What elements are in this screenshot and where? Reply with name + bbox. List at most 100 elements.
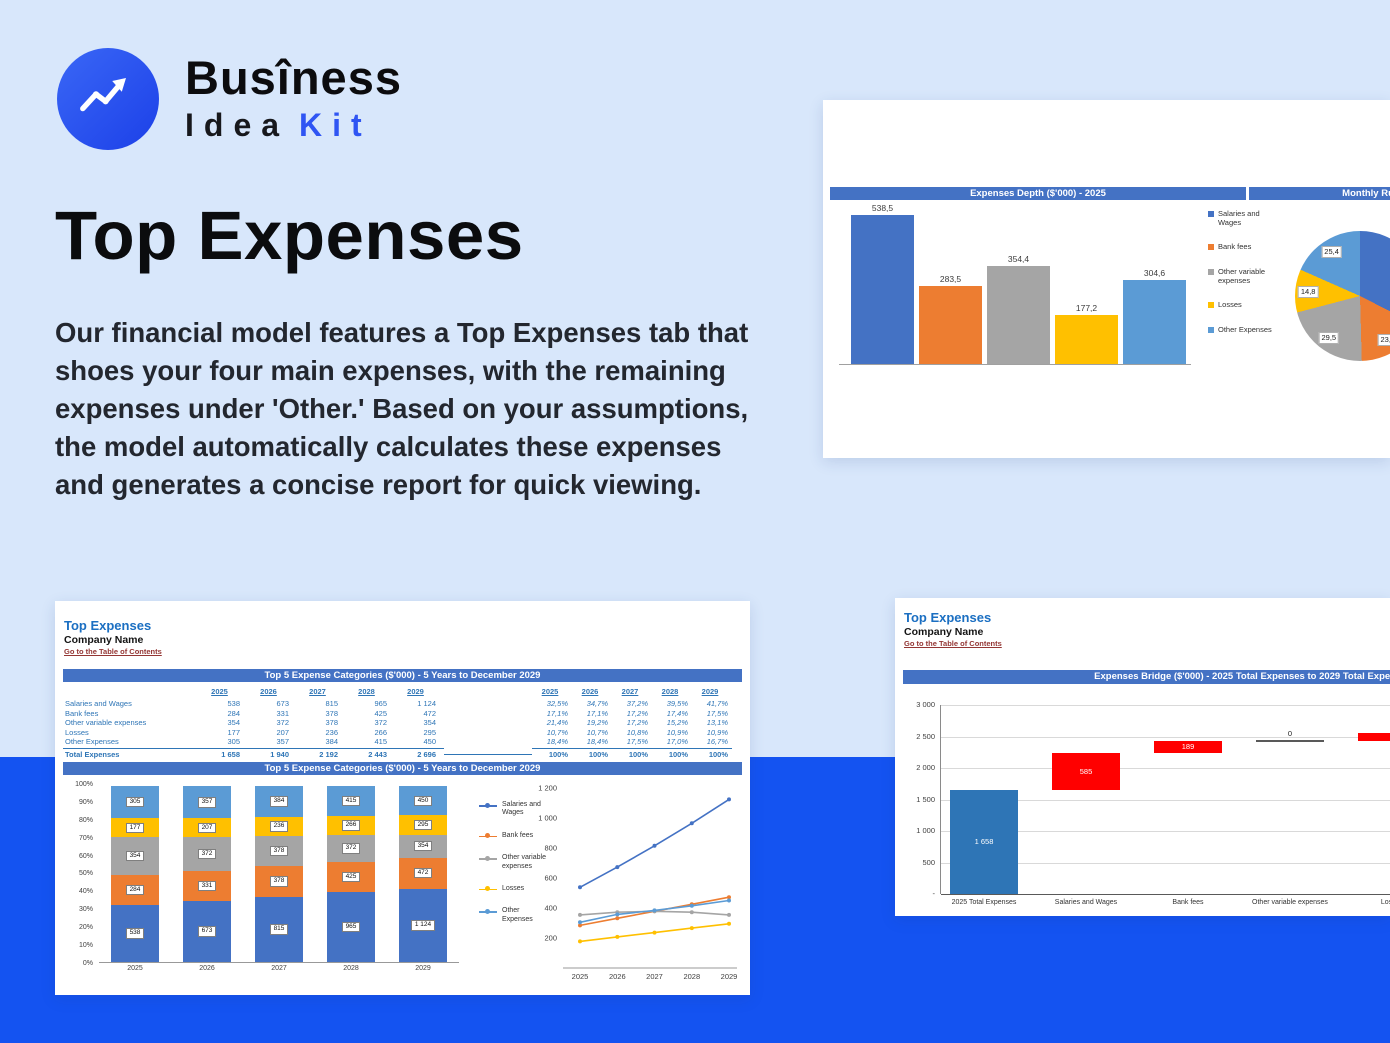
marker <box>578 923 582 928</box>
x-tick-label: 2027 <box>646 972 663 981</box>
stacked-bar: 815 378 378 236 384 <box>255 786 303 962</box>
marker <box>689 926 694 931</box>
marker <box>652 843 657 848</box>
data-label: 378 <box>269 845 289 857</box>
tick-label: 1 200 <box>538 784 557 793</box>
expenses-depth-chart: 538,5 283,5 354,4 177,2 304,6 <box>839 197 1191 365</box>
year-header: 2029 <box>701 687 719 696</box>
bar-segment: 354 <box>111 837 159 875</box>
table-row: Other Expenses 305 357 384 415 450 18,4% 18,4% 1… <box>63 737 742 747</box>
value-cell: 2 192 <box>297 747 346 761</box>
pie-data-label: 14,8 <box>1297 285 1319 298</box>
x-tick-label: 2028 <box>343 965 359 972</box>
bar-segment: 177 <box>111 818 159 838</box>
legend-label: Losses <box>1218 300 1242 310</box>
bar-column: 538,5 <box>851 197 914 364</box>
legend-line-marker <box>479 908 497 915</box>
row-label: Total Expenses <box>63 747 199 761</box>
data-label: 815 <box>269 924 289 935</box>
year-header: 2027 <box>309 687 326 696</box>
data-label: 354 <box>125 850 145 862</box>
x-tick-label: 2026 <box>199 965 215 972</box>
table-header-bar: Top 5 Expense Categories ($'000) - 5 Yea… <box>63 669 742 682</box>
toc-link[interactable]: Go to the Table of Contents <box>64 647 162 656</box>
value-cell: 815 <box>325 699 338 708</box>
pct-cell: 100% <box>692 747 732 761</box>
data-label: 236 <box>269 821 289 832</box>
zero-connector <box>1256 739 1324 742</box>
pct-cell: 15,2% <box>666 718 688 727</box>
pct-cell: 41,7% <box>706 699 728 708</box>
toc-link[interactable]: Go to the Table of Contents <box>904 639 1002 648</box>
x-tick-label: 2029 <box>415 965 431 972</box>
bar-column: 1 124 472 354 295 450 2029 <box>399 784 447 972</box>
year-header: 2027 <box>621 687 639 696</box>
tick-label: 70% <box>78 834 93 842</box>
data-label: 189 <box>1181 742 1195 752</box>
marker <box>652 908 657 913</box>
page-title: Top Expenses <box>55 197 524 274</box>
table-row: Bank fees 284 331 378 425 472 17,1% 17,1% 17,2% 1… <box>63 709 742 719</box>
tick-label: 1 000 <box>916 826 935 835</box>
pct-cell: 17,0% <box>666 737 688 746</box>
hero-description: Our financial model features a Top Expen… <box>55 317 749 500</box>
value-cell: 354 <box>423 718 436 727</box>
marker <box>652 930 657 935</box>
tick-label: 2 000 <box>916 763 935 772</box>
legend-line-marker <box>479 886 497 893</box>
x-tick-label: Salaries and Wages <box>1054 899 1118 906</box>
x-tick-label: Bank fees <box>1172 899 1204 906</box>
data-label: 331 <box>197 880 217 892</box>
brand-name: Busîness <box>185 51 402 105</box>
legend-swatch <box>1208 268 1214 275</box>
bar-column: 673 331 372 207 357 2026 <box>183 784 231 972</box>
legend-line-marker <box>479 802 497 809</box>
data-label: 266 <box>341 820 361 831</box>
tick-label: 1 000 <box>538 814 557 823</box>
year-header: 2025 <box>211 687 228 696</box>
legend-label: Salaries and Wages <box>1218 209 1260 227</box>
pct-cell: 17,5% <box>706 708 728 718</box>
bar <box>851 215 914 364</box>
bar-segment: 425 <box>327 861 375 893</box>
legend-item: Bank fees <box>1208 243 1280 252</box>
row-label: Other Expenses <box>65 737 119 746</box>
marker <box>727 895 731 900</box>
sheet-title: Top Expenses <box>64 618 152 633</box>
bar: 189 <box>1154 740 1222 753</box>
logo-icon <box>57 48 159 150</box>
bar-segment: 295 <box>399 815 447 835</box>
data-label: 372 <box>341 843 361 854</box>
value-cell: 378 <box>325 708 338 718</box>
tick-label: 30% <box>78 906 93 914</box>
tick-label: 400 <box>544 904 557 913</box>
data-label: 384 <box>269 796 289 807</box>
x-tick-label: 2025 Total Expenses <box>951 899 1017 906</box>
marker <box>727 912 731 917</box>
pct-cell: 10,9% <box>706 727 728 737</box>
data-label: 378 <box>269 876 289 887</box>
legend-item: Other Expenses <box>479 907 551 924</box>
bar-segment: 472 <box>399 857 447 889</box>
tick-label: 600 <box>544 874 557 883</box>
value-cell: 450 <box>423 737 436 746</box>
marker <box>689 821 694 826</box>
bar-column: 283,5 <box>919 197 982 364</box>
grid-line <box>941 705 1390 706</box>
pct-cell: 39,5% <box>666 699 688 708</box>
legend-item: Other variable expenses <box>1208 267 1280 285</box>
year-header: 2025 <box>541 687 559 696</box>
data-label: 357 <box>197 797 217 808</box>
marker <box>727 797 731 802</box>
year-header: 2026 <box>581 687 599 696</box>
bar-segment: 354 <box>399 834 447 858</box>
pct-cell: 17,1% <box>586 708 608 718</box>
bar-column: 354,4 <box>987 197 1050 364</box>
pct-cell: 10,9% <box>666 727 688 737</box>
legend-swatch <box>1208 326 1214 333</box>
x-tick-label: 2029 <box>721 972 738 981</box>
value-cell: 331 <box>276 708 289 718</box>
value-cell: 305 <box>227 737 240 746</box>
company-name: Company Name <box>64 634 144 646</box>
bar-segment: 378 <box>255 866 303 897</box>
